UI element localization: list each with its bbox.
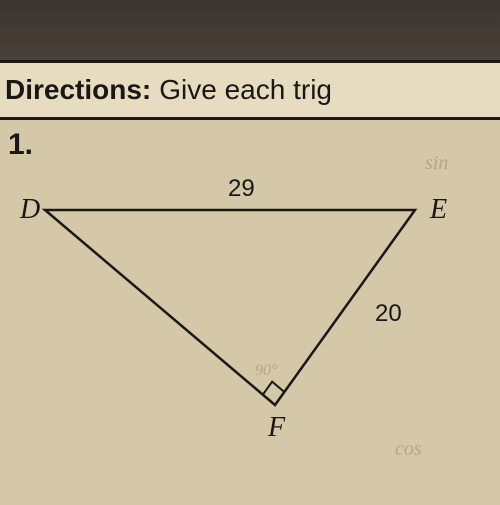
- directions-text: Give each trig: [159, 74, 332, 106]
- triangle-diagram: D E F 29 20 90° cos sin: [0, 170, 500, 500]
- problem-number: 1.: [8, 128, 33, 162]
- pencil-angle-mark: 90°: [255, 362, 277, 380]
- directions-box: Directions: Give each trig: [0, 60, 500, 120]
- right-angle-icon: [263, 382, 285, 395]
- vertex-f-label: F: [268, 412, 285, 444]
- triangle-svg: [0, 170, 500, 500]
- side-de-label: 29: [228, 175, 255, 203]
- side-ef-label: 20: [375, 300, 402, 328]
- directions-label: Directions:: [5, 74, 151, 106]
- pencil-top-right: sin: [425, 152, 448, 175]
- vertex-e-label: E: [430, 194, 447, 226]
- vertex-d-label: D: [20, 194, 40, 226]
- pencil-bottom-right: cos: [395, 438, 422, 461]
- triangle-shape: [45, 210, 415, 405]
